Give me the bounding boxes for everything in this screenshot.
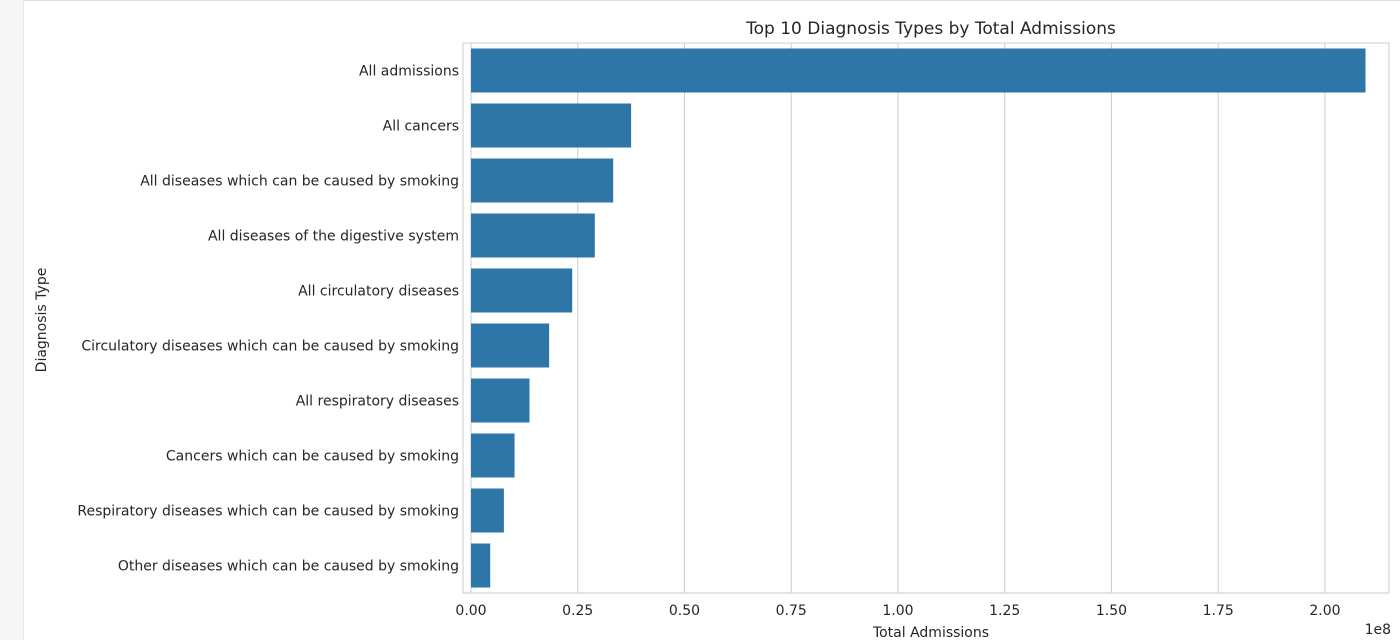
category-labels: All admissions All cancers All diseases wh… — [77, 64, 459, 575]
x-tick-labels: 0.00 0.25 0.50 0.75 1.00 1.25 1.50 1.75 2.00 — [455, 603, 1340, 619]
category-label: Respiratory diseases which can be caused… — [77, 504, 459, 520]
category-label: All admissions — [359, 64, 459, 80]
bar — [471, 268, 573, 313]
bar — [471, 158, 614, 203]
x-axis-label: Total Admissions — [872, 625, 989, 640]
x-tick-label: 1.25 — [989, 603, 1020, 619]
notebook-gutter — [0, 0, 24, 640]
bars — [471, 48, 1366, 588]
bar — [471, 543, 491, 588]
cell-top-border — [24, 0, 1400, 1]
plot-frame — [462, 42, 1390, 594]
x-tick-label: 1.50 — [1096, 603, 1127, 619]
x-tick-label: 2.00 — [1309, 603, 1340, 619]
category-label: All diseases of the digestive system — [208, 229, 459, 245]
category-label: All circulatory diseases — [298, 284, 459, 300]
bar — [471, 103, 632, 148]
bar — [471, 488, 504, 533]
bar — [471, 213, 595, 258]
chart-title: Top 10 Diagnosis Types by Total Admissio… — [745, 19, 1116, 39]
category-label: Circulatory diseases which can be caused… — [81, 339, 459, 355]
x-axis-offset: 1e8 — [1365, 622, 1391, 638]
category-label: All cancers — [383, 119, 459, 135]
x-tick-label: 0.75 — [776, 603, 807, 619]
category-label: All respiratory diseases — [296, 394, 459, 410]
x-tick-label: 1.75 — [1203, 603, 1234, 619]
x-tick-label: 0.50 — [669, 603, 700, 619]
category-label: All diseases which can be caused by smok… — [140, 174, 459, 190]
bar — [471, 433, 515, 478]
category-label: Cancers which can be caused by smoking — [166, 449, 459, 465]
category-label: Other diseases which can be caused by sm… — [118, 559, 459, 575]
y-axis-label: Diagnosis Type — [34, 268, 50, 373]
x-tick-label: 1.00 — [882, 603, 913, 619]
bar — [471, 378, 530, 423]
bar — [471, 48, 1366, 93]
x-tick-label: 0.00 — [455, 603, 486, 619]
x-tick-label: 0.25 — [562, 603, 593, 619]
bar — [471, 323, 550, 368]
